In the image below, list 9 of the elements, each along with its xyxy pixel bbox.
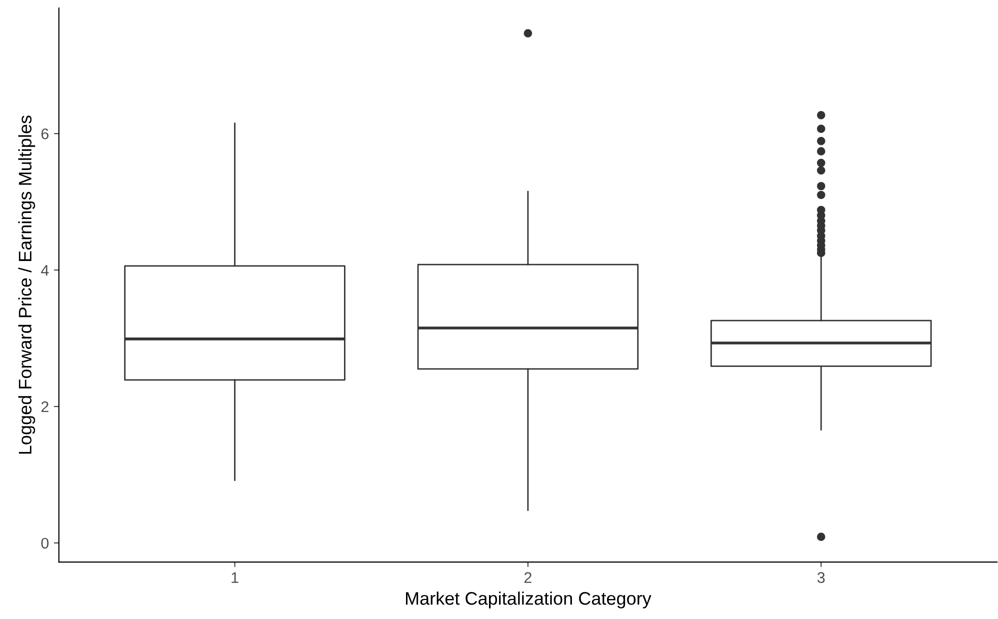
y-tick-label: 2 xyxy=(41,401,48,412)
y-tick-label: 0 xyxy=(41,538,49,549)
x-axis-title: Market Capitalization Category xyxy=(406,592,652,608)
y-tick-label: 6 xyxy=(41,128,48,140)
x-tick-label: 3 xyxy=(817,572,825,583)
y-tick-label: 4 xyxy=(41,265,49,276)
y-axis-title: Logged Forward Price / Earnings Multiples xyxy=(18,116,36,454)
x-tick-label: 1 xyxy=(232,572,238,583)
x-tick-label: 2 xyxy=(524,572,532,583)
